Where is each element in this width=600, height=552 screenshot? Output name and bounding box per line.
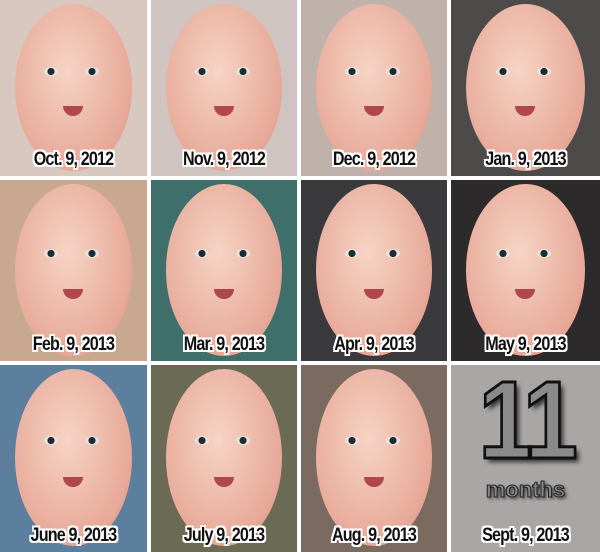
mouth xyxy=(363,288,384,299)
eye xyxy=(85,66,100,76)
baby-face xyxy=(14,368,133,547)
eye xyxy=(344,436,359,446)
mouth xyxy=(363,477,384,488)
eye xyxy=(44,436,59,446)
baby-face xyxy=(315,3,433,171)
baby-face xyxy=(14,3,133,171)
baby-photo: Mar. 9, 2013 xyxy=(151,180,297,361)
date-label: Apr. 9, 2013 xyxy=(334,334,414,355)
baby-photo: Nov. 9, 2012 xyxy=(151,0,297,176)
eye xyxy=(194,248,209,258)
milestone-panel: 11 months Sept. 9, 2013 xyxy=(451,365,600,552)
eye xyxy=(194,436,209,446)
date-label: Aug. 9, 2013 xyxy=(331,525,417,546)
date-label: Mar. 9, 2013 xyxy=(183,334,265,355)
baby-face xyxy=(315,183,433,356)
mouth xyxy=(515,288,536,299)
date-label: Feb. 9, 2013 xyxy=(32,334,115,355)
mouth xyxy=(213,477,234,488)
date-label: June 9, 2013 xyxy=(30,525,118,546)
eye xyxy=(537,66,552,76)
baby-photo: Oct. 9, 2012 xyxy=(0,0,147,176)
eye xyxy=(85,436,100,446)
baby-photo: Feb. 9, 2013 xyxy=(0,180,147,361)
mouth xyxy=(63,105,84,116)
baby-face xyxy=(465,183,586,356)
baby-face xyxy=(165,368,283,547)
baby-photo: May 9, 2013 xyxy=(451,180,600,361)
months-label: months xyxy=(485,477,566,503)
baby-photo: Aug. 9, 2013 xyxy=(301,365,447,552)
eye xyxy=(194,66,209,76)
baby-photo: July 9, 2013 xyxy=(151,365,297,552)
baby-face xyxy=(14,183,133,356)
baby-photo: Dec. 9, 2012 xyxy=(301,0,447,176)
eye xyxy=(344,66,359,76)
mouth xyxy=(213,288,234,299)
eye xyxy=(235,248,250,258)
mouth xyxy=(63,477,84,488)
baby-photo: June 9, 2013 xyxy=(0,365,147,552)
baby-photo: Apr. 9, 2013 xyxy=(301,180,447,361)
eye xyxy=(235,436,250,446)
eye xyxy=(44,248,59,258)
mouth xyxy=(515,105,536,116)
date-label: July 9, 2013 xyxy=(183,525,265,546)
mouth xyxy=(213,105,234,116)
baby-face xyxy=(315,368,433,547)
eye xyxy=(85,248,100,258)
eye xyxy=(537,248,552,258)
date-label: Dec. 9, 2012 xyxy=(332,149,416,170)
baby-face xyxy=(465,3,586,171)
baby-face xyxy=(165,183,283,356)
date-label: Oct. 9, 2012 xyxy=(33,149,114,170)
eye xyxy=(385,248,400,258)
date-label: Nov. 9, 2012 xyxy=(183,149,266,170)
date-label: Sept. 9, 2013 xyxy=(482,525,570,546)
month-number: 11 xyxy=(477,365,579,482)
mouth xyxy=(363,105,384,116)
mouth xyxy=(63,288,84,299)
eye xyxy=(385,66,400,76)
eye xyxy=(44,66,59,76)
eye xyxy=(235,66,250,76)
eye xyxy=(495,248,510,258)
baby-photo: Jan. 9, 2013 xyxy=(451,0,600,176)
eye xyxy=(344,248,359,258)
eye xyxy=(495,66,510,76)
date-label: May 9, 2013 xyxy=(485,334,566,355)
date-label: Jan. 9, 2013 xyxy=(485,149,566,170)
eye xyxy=(385,436,400,446)
baby-face xyxy=(165,3,283,171)
